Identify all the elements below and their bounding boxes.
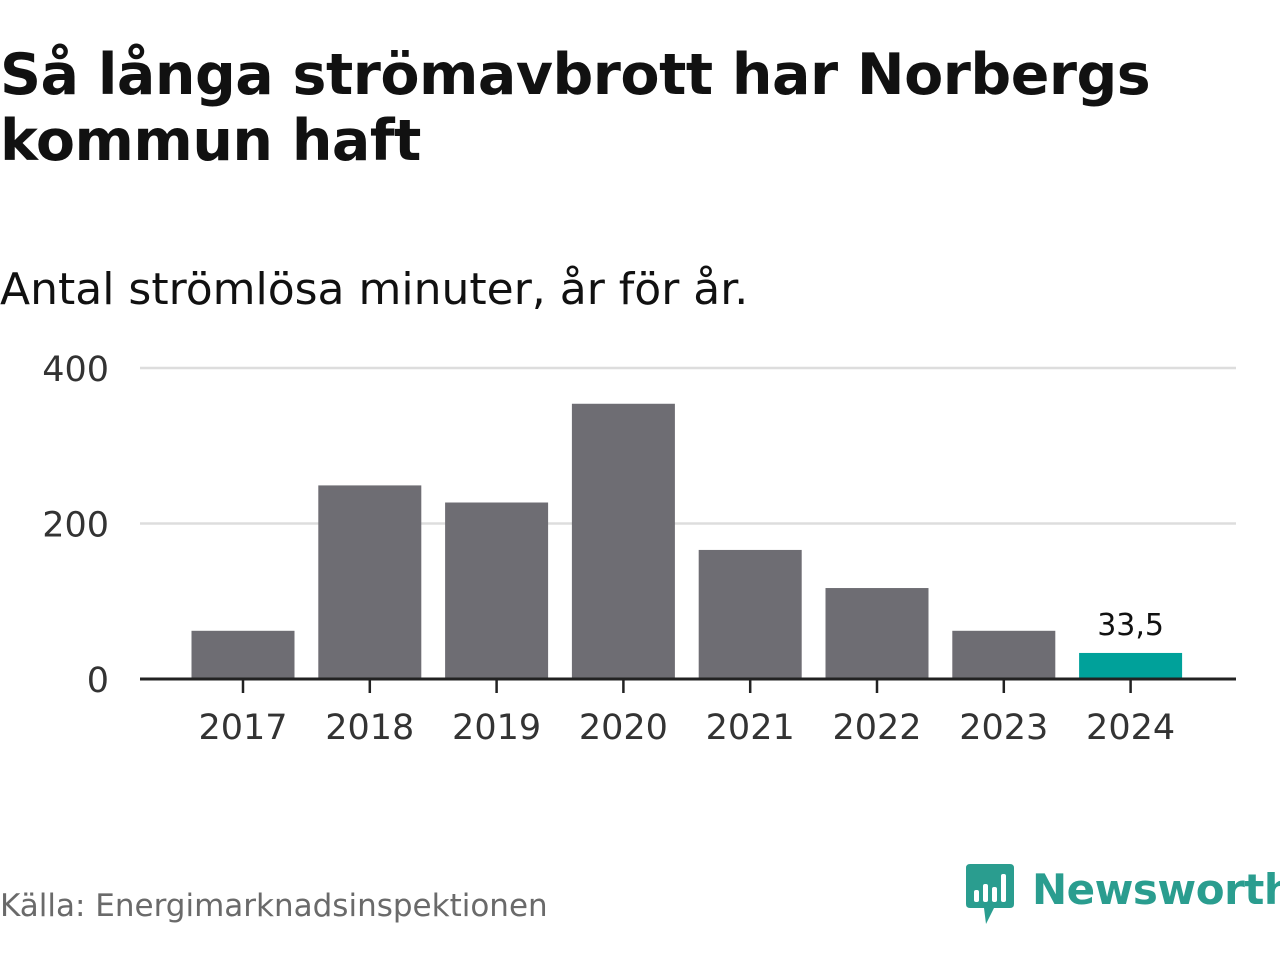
brand-logo: Newsworthy xyxy=(964,864,1280,928)
data-label: 33,5 xyxy=(1097,608,1164,643)
x-tick-label: 2023 xyxy=(959,708,1048,748)
bar xyxy=(1079,652,1183,679)
bar xyxy=(825,588,929,679)
x-tick-label: 2020 xyxy=(579,708,668,748)
bar xyxy=(191,630,295,679)
y-tick-label: 0 xyxy=(87,661,109,701)
brand-name: Newsworthy xyxy=(1032,865,1280,914)
y-tick-label: 200 xyxy=(42,506,109,546)
x-tick-label: 2018 xyxy=(325,708,414,748)
y-tick-label: 400 xyxy=(42,350,109,390)
x-tick-label: 2017 xyxy=(198,708,287,748)
bar xyxy=(445,502,549,679)
bar xyxy=(571,403,675,679)
chart-title: Så långa strömavbrott har Norbergs kommu… xyxy=(0,42,1151,174)
chart-subtitle: Antal strömlösa minuter, år för år. xyxy=(0,264,749,315)
bar xyxy=(952,630,1056,679)
newsworthy-logo-icon xyxy=(966,864,1014,924)
source-note: Källa: Energimarknadsinspektionen xyxy=(0,888,548,924)
bar xyxy=(698,549,802,679)
x-tick-label: 2024 xyxy=(1086,708,1175,748)
bar xyxy=(318,485,422,679)
x-tick-label: 2021 xyxy=(706,708,795,748)
x-tick-label: 2022 xyxy=(832,708,921,748)
x-tick-label: 2019 xyxy=(452,708,541,748)
